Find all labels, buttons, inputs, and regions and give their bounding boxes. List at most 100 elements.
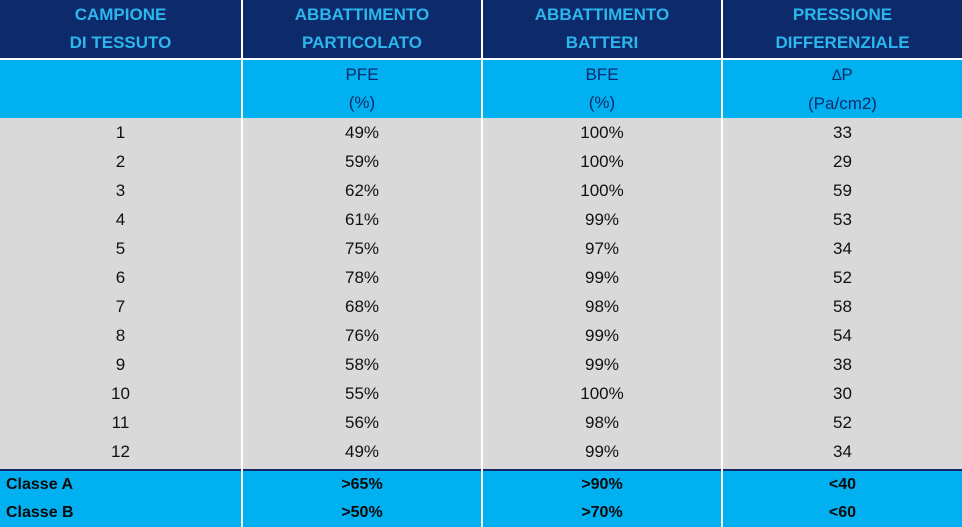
header-pressione: PRESSIONE DIFFERENZIALE <box>722 0 962 60</box>
cell-bfe: >70% <box>482 499 723 527</box>
cell-pressione: 59 <box>722 176 962 205</box>
header-line2: BATTERI <box>565 33 639 52</box>
units-pressione: ∆P (Pa/cm2) <box>722 59 962 118</box>
cell-pfe: 61% <box>242 205 483 234</box>
cell-bfe: 100% <box>482 147 723 176</box>
cell-pfe: >65% <box>242 469 483 499</box>
cell-bfe: 100% <box>482 176 723 205</box>
header-line2: DIFFERENZIALE <box>775 33 910 52</box>
units-row: PFE (%) BFE (%) ∆P (Pa/cm2) <box>0 59 962 118</box>
cell-pressione: 53 <box>722 205 962 234</box>
cell-pressione: 52 <box>722 263 962 292</box>
cell-bfe: 99% <box>482 321 723 350</box>
class-row: Classe A >65% >90% <40 <box>0 469 962 499</box>
units-pfe: PFE (%) <box>242 59 483 118</box>
cell-pressione: 34 <box>722 234 962 263</box>
class-row: Classe B >50% >70% <60 <box>0 499 962 527</box>
cell-campione: 1 <box>0 118 243 147</box>
cell-pressione: 33 <box>722 118 962 147</box>
cell-bfe: 98% <box>482 408 723 437</box>
units-line2 <box>0 89 241 117</box>
cell-campione: 5 <box>0 234 243 263</box>
units-line2: (%) <box>588 93 616 112</box>
table-row: 3 62% 100% 59 <box>0 176 962 205</box>
table-row: 9 58% 99% 38 <box>0 350 962 379</box>
cell-bfe: 99% <box>482 205 723 234</box>
header-row: CAMPIONE DI TESSUTO ABBATTIMENTO PARTICO… <box>0 0 962 60</box>
cell-bfe: 97% <box>482 234 723 263</box>
header-line2: DI TESSUTO <box>69 33 172 52</box>
table-row: 8 76% 99% 54 <box>0 321 962 350</box>
table-row: 11 56% 98% 52 <box>0 408 962 437</box>
cell-pressione: <40 <box>722 469 962 499</box>
cell-campione: 6 <box>0 263 243 292</box>
header-campione: CAMPIONE DI TESSUTO <box>0 0 243 60</box>
class-label: Classe A <box>0 469 243 499</box>
cell-bfe: 98% <box>482 292 723 321</box>
cell-bfe: 100% <box>482 118 723 147</box>
units-line2: (%) <box>348 93 376 112</box>
units-line1: ∆P <box>723 61 962 90</box>
cell-campione: 3 <box>0 176 243 205</box>
cell-bfe: 99% <box>482 350 723 379</box>
cell-campione: 12 <box>0 437 243 470</box>
cell-pfe: 56% <box>242 408 483 437</box>
header-line2: PARTICOLATO <box>302 33 422 52</box>
delta-symbol: ∆ <box>832 66 842 84</box>
cell-campione: 10 <box>0 379 243 408</box>
table-row: 6 78% 99% 52 <box>0 263 962 292</box>
cell-pfe: 59% <box>242 147 483 176</box>
units-line1: BFE <box>585 65 619 84</box>
cell-campione: 9 <box>0 350 243 379</box>
table-row: 7 68% 98% 58 <box>0 292 962 321</box>
data-body: 1 49% 100% 33 2 59% 100% 29 3 62% 100% 59 4 61% 99% 53 5… <box>0 118 962 470</box>
units-letter: P <box>841 64 853 84</box>
cell-pfe: 68% <box>242 292 483 321</box>
cell-campione: 4 <box>0 205 243 234</box>
units-campione <box>0 59 243 118</box>
units-line1 <box>0 61 241 89</box>
table-row: 2 59% 100% 29 <box>0 147 962 176</box>
table-row: 4 61% 99% 53 <box>0 205 962 234</box>
class-body: Classe A >65% >90% <40 Classe B >50% >70% <60 <box>0 469 962 527</box>
header-bfe: ABBATTIMENTO BATTERI <box>482 0 723 60</box>
cell-pfe: >50% <box>242 499 483 527</box>
cell-campione: 2 <box>0 147 243 176</box>
header-line1: ABBATTIMENTO <box>534 5 670 24</box>
table-row: 1 49% 100% 33 <box>0 118 962 147</box>
units-line2: (Pa/cm2) <box>808 93 877 113</box>
table-row: 10 55% 100% 30 <box>0 379 962 408</box>
cell-pfe: 75% <box>242 234 483 263</box>
table-row: 5 75% 97% 34 <box>0 234 962 263</box>
cell-bfe: 99% <box>482 263 723 292</box>
cell-pfe: 58% <box>242 350 483 379</box>
cell-pfe: 78% <box>242 263 483 292</box>
cell-bfe: 99% <box>482 437 723 470</box>
cell-campione: 8 <box>0 321 243 350</box>
cell-pfe: 49% <box>242 118 483 147</box>
units-line1: PFE <box>345 65 379 84</box>
cell-pfe: 49% <box>242 437 483 470</box>
cell-pressione: 34 <box>722 437 962 470</box>
cell-pfe: 62% <box>242 176 483 205</box>
cell-campione: 7 <box>0 292 243 321</box>
cell-bfe: 100% <box>482 379 723 408</box>
cell-pressione: 58 <box>722 292 962 321</box>
cell-pressione: <60 <box>722 499 962 527</box>
cell-pressione: 54 <box>722 321 962 350</box>
units-bfe: BFE (%) <box>482 59 723 118</box>
cell-pressione: 38 <box>722 350 962 379</box>
cell-pfe: 76% <box>242 321 483 350</box>
cell-pressione: 29 <box>722 147 962 176</box>
header-line1: CAMPIONE <box>74 5 167 24</box>
cell-pressione: 52 <box>722 408 962 437</box>
header-pfe: ABBATTIMENTO PARTICOLATO <box>242 0 483 60</box>
header-line1: ABBATTIMENTO <box>294 5 430 24</box>
cell-pressione: 30 <box>722 379 962 408</box>
cell-campione: 11 <box>0 408 243 437</box>
table-row: 12 49% 99% 34 <box>0 437 962 470</box>
cell-pfe: 55% <box>242 379 483 408</box>
cell-bfe: >90% <box>482 469 723 499</box>
header-line1: PRESSIONE <box>792 5 893 24</box>
